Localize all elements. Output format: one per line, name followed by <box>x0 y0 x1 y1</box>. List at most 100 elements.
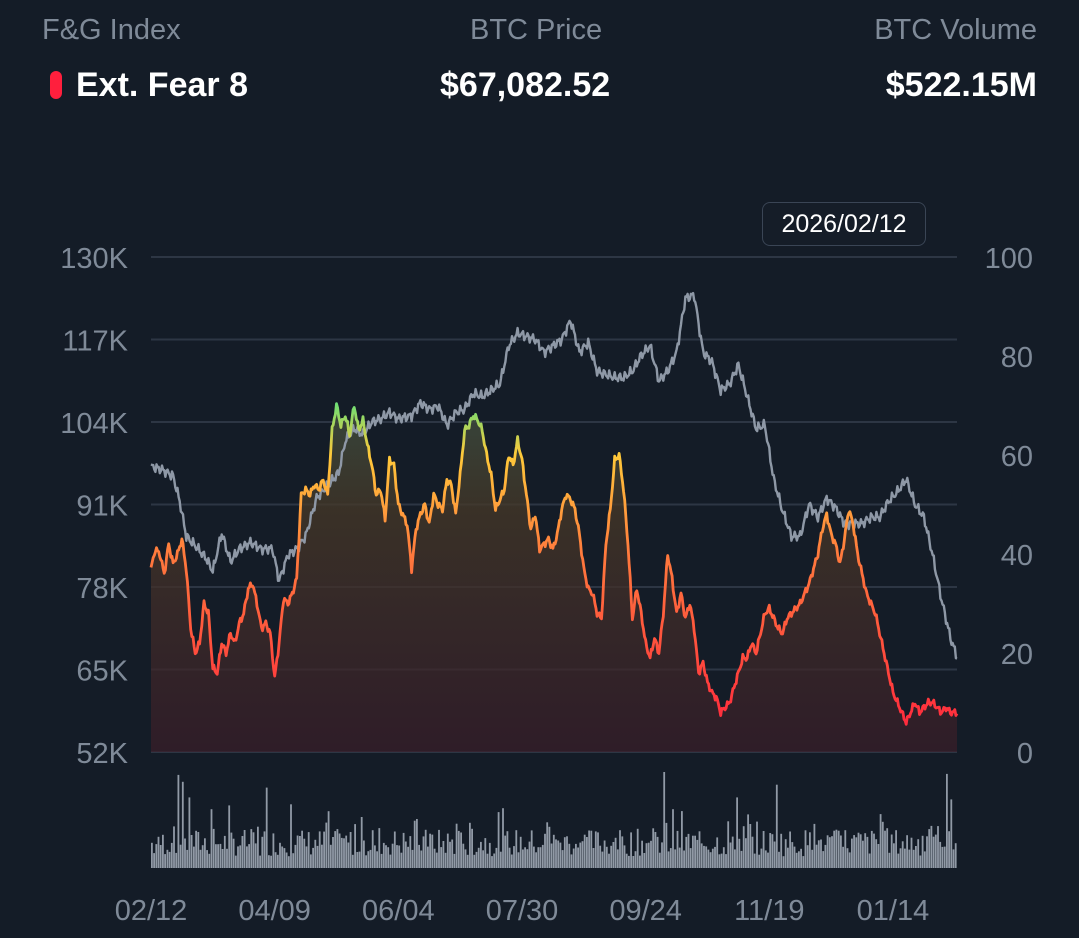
volume-bar <box>453 853 456 868</box>
volume-bar <box>351 854 354 868</box>
volume-bar <box>541 844 544 868</box>
volume-bar <box>404 841 407 868</box>
volume-bar <box>694 835 696 868</box>
volume-bar <box>548 826 551 868</box>
volume-bar <box>804 830 807 868</box>
volume-bar <box>855 837 858 868</box>
volume-bar <box>186 849 189 868</box>
volume-bar <box>340 837 343 868</box>
volume-bar <box>773 841 776 868</box>
volume-bar <box>709 852 712 868</box>
volume-bar <box>420 850 423 868</box>
volume-bar <box>263 831 266 868</box>
volume-bar <box>261 836 264 868</box>
volume-bar <box>323 831 325 868</box>
volume-bar <box>685 836 688 868</box>
volume-bar <box>612 842 615 868</box>
fg-index-value: Ext. Fear 8 <box>50 66 248 105</box>
volume-bar <box>707 849 710 868</box>
volume-bar <box>471 828 473 868</box>
volume-bar <box>508 847 511 868</box>
volume-bar <box>753 853 756 868</box>
volume-bar <box>844 830 847 868</box>
volume-bar <box>391 843 394 868</box>
volume-bar <box>422 836 425 868</box>
volume-bar <box>864 833 867 868</box>
volume-bar <box>601 851 604 868</box>
volume-bar <box>164 854 166 868</box>
volume-bar <box>676 830 679 868</box>
volume-bar <box>643 853 646 868</box>
volume-bar <box>398 845 401 868</box>
volume-bar <box>893 843 895 868</box>
volume-bar <box>462 843 465 868</box>
volume-bar <box>738 838 741 868</box>
volume-bar <box>877 844 880 868</box>
volume-bar <box>449 841 451 868</box>
volume-bar <box>619 830 621 868</box>
volume-bar <box>634 851 637 868</box>
volume-bar <box>539 847 542 868</box>
volume-bar <box>360 817 363 868</box>
volume-bar <box>884 830 886 868</box>
volume-bar <box>318 831 321 868</box>
volume-bar <box>672 809 674 868</box>
volume-bar <box>347 842 350 868</box>
volume-bar <box>301 830 303 868</box>
volume-bar <box>409 836 412 868</box>
volume-bar <box>784 839 787 868</box>
volume-bar <box>652 828 655 868</box>
volume-bar <box>692 835 694 868</box>
volume-bar <box>734 849 736 868</box>
volume-bar <box>654 832 657 868</box>
volume-bar <box>314 839 317 868</box>
volume-bar <box>687 833 690 868</box>
volume-bar <box>828 837 831 868</box>
volume-bar <box>641 840 643 868</box>
volume-bar <box>305 846 308 868</box>
volume-bar <box>265 787 268 868</box>
volume-bar <box>656 836 659 868</box>
volume-bar <box>915 846 917 868</box>
volume-bar <box>457 830 460 868</box>
volume-bar <box>771 834 774 868</box>
x-tick-label: 06/04 <box>362 895 435 927</box>
volume-bar <box>910 837 913 868</box>
volume-bar <box>749 824 752 868</box>
volume-bar <box>932 836 935 868</box>
volume-bar <box>740 850 743 868</box>
volume-bar <box>555 839 557 868</box>
volume-bar <box>283 848 286 868</box>
volume-bar <box>904 848 906 868</box>
volume-bar <box>824 844 827 868</box>
volume-bar <box>610 845 613 868</box>
volume-bar <box>438 829 440 868</box>
volume-bar <box>899 848 902 868</box>
btc-volume-value: $522.15M <box>885 66 1037 104</box>
volume-bar <box>760 848 763 868</box>
volume-bar <box>639 855 641 868</box>
volume-bar <box>354 824 356 868</box>
volume-bar <box>475 851 478 868</box>
btc-volume-label: BTC Volume <box>874 14 1037 46</box>
fg-index-area <box>151 403 957 752</box>
volume-bar <box>632 856 635 868</box>
volume-bar <box>764 850 767 868</box>
y-right-tick-label: 0 <box>1017 738 1033 770</box>
volume-bar <box>853 835 855 868</box>
volume-bar <box>793 846 796 868</box>
volume-bar <box>678 847 681 868</box>
volume-bar <box>336 829 339 868</box>
volume-bar <box>806 845 809 868</box>
volume-bar <box>506 831 509 868</box>
volume-bar <box>482 850 484 868</box>
volume-bar <box>429 833 431 868</box>
volume-bar <box>497 812 500 868</box>
volume-bar <box>846 848 849 868</box>
fg-index-label: F&G Index <box>42 14 181 46</box>
volume-bar <box>184 838 186 868</box>
volume-bar <box>327 811 330 868</box>
volume-bar <box>568 843 571 868</box>
volume-bar <box>758 854 761 868</box>
